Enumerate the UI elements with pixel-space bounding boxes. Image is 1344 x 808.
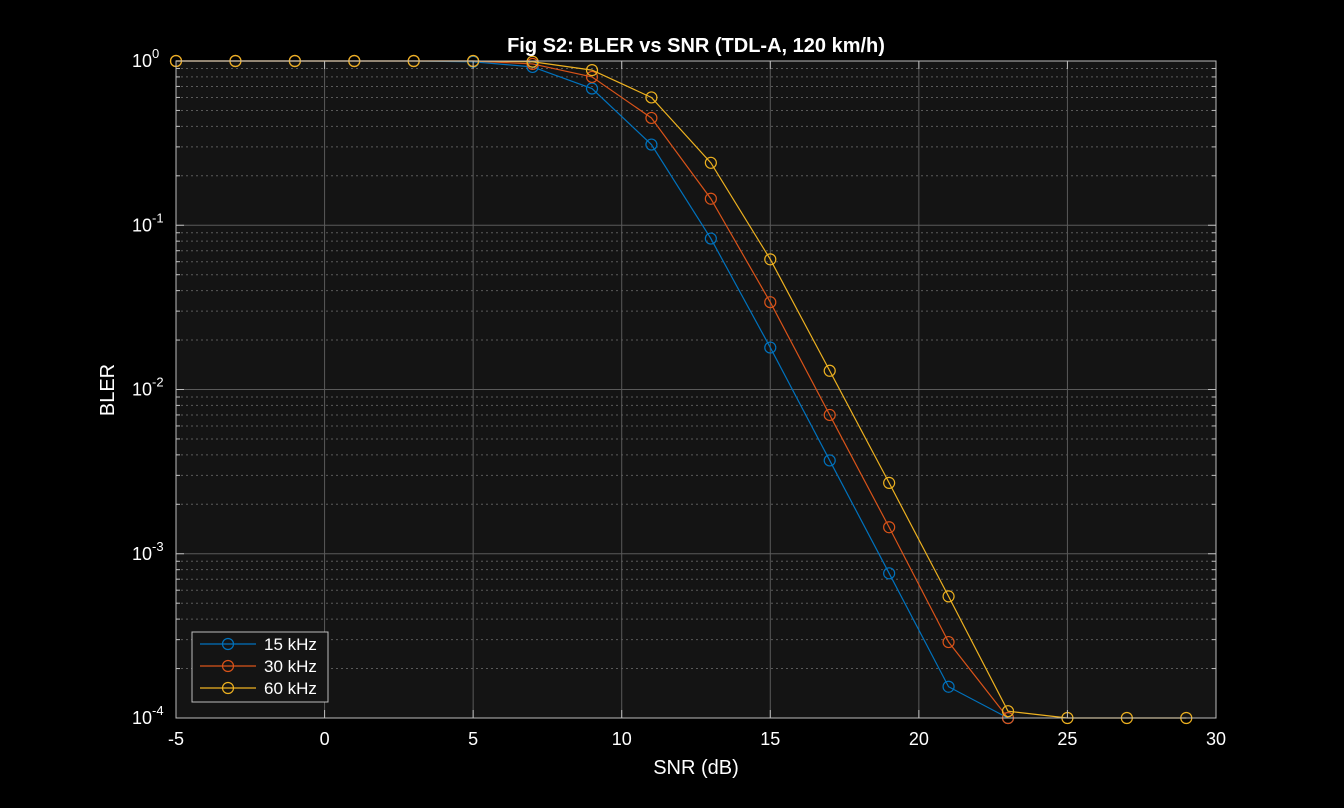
data-point xyxy=(823,408,836,422)
x-tick-label: 25 xyxy=(1057,729,1077,749)
data-point xyxy=(942,635,955,649)
data-point xyxy=(823,364,836,377)
y-tick-exponent: -1 xyxy=(152,210,164,225)
chart-title: Fig S2: BLER vs SNR (TDL-A, 120 km/h) xyxy=(507,35,885,57)
y-tick-label: 10-2 xyxy=(132,375,164,400)
y-tick-label: 100 xyxy=(132,46,159,71)
y-tick-exponent: 0 xyxy=(152,46,159,61)
x-tick-label: 15 xyxy=(760,729,780,749)
data-point xyxy=(704,192,717,205)
data-point xyxy=(764,296,777,309)
data-point xyxy=(645,91,658,104)
y-tick-exponent: -4 xyxy=(152,703,164,718)
x-tick-label: 10 xyxy=(612,729,632,749)
data-point xyxy=(704,232,717,245)
data-point xyxy=(585,64,599,77)
data-point xyxy=(942,590,955,603)
x-tick-label: 5 xyxy=(468,729,478,749)
data-point xyxy=(645,111,658,125)
data-point xyxy=(942,680,955,693)
data-point xyxy=(764,253,777,266)
y-tick-label: 10-3 xyxy=(132,539,164,564)
y-axis-label: BLER xyxy=(97,364,119,416)
legend-item: 30 kHz xyxy=(200,657,317,676)
legend-label: 30 kHz xyxy=(264,657,317,676)
x-tick-label: 20 xyxy=(909,729,929,749)
y-tick-exponent: -3 xyxy=(152,539,164,554)
y-tick-label: 10-4 xyxy=(132,703,164,728)
y-tick-base: 10 xyxy=(132,51,152,71)
data-point xyxy=(823,454,836,467)
legend-marker xyxy=(221,681,235,695)
legend-item: 60 kHz xyxy=(200,679,317,698)
data-point xyxy=(883,521,896,534)
legend-marker xyxy=(221,659,235,673)
legend-marker xyxy=(221,637,235,651)
x-tick-label: -5 xyxy=(168,729,184,749)
legend: 15 kHz 30 kHz 60 kHz xyxy=(191,631,329,703)
legend-label: 15 kHz xyxy=(264,635,317,654)
y-tick-label: 10-1 xyxy=(132,210,164,235)
data-point xyxy=(645,138,658,151)
x-tick-label: 30 xyxy=(1206,729,1226,749)
legend-label: 60 kHz xyxy=(264,679,317,698)
y-tick-base: 10 xyxy=(132,215,152,235)
data-point xyxy=(526,55,539,68)
data-point xyxy=(883,476,896,489)
x-axis-label: SNR (dB) xyxy=(653,757,739,779)
x-tick-label: 0 xyxy=(320,729,330,749)
data-point xyxy=(1001,705,1015,718)
y-tick-base: 10 xyxy=(132,544,152,564)
data-point xyxy=(585,70,599,84)
data-point xyxy=(764,341,777,354)
data-point xyxy=(704,156,717,169)
y-tick-base: 10 xyxy=(132,708,152,728)
y-tick-exponent: -2 xyxy=(152,375,164,390)
data-point xyxy=(883,567,896,580)
legend-item: 15 kHz xyxy=(200,635,317,654)
y-tick-base: 10 xyxy=(132,380,152,400)
